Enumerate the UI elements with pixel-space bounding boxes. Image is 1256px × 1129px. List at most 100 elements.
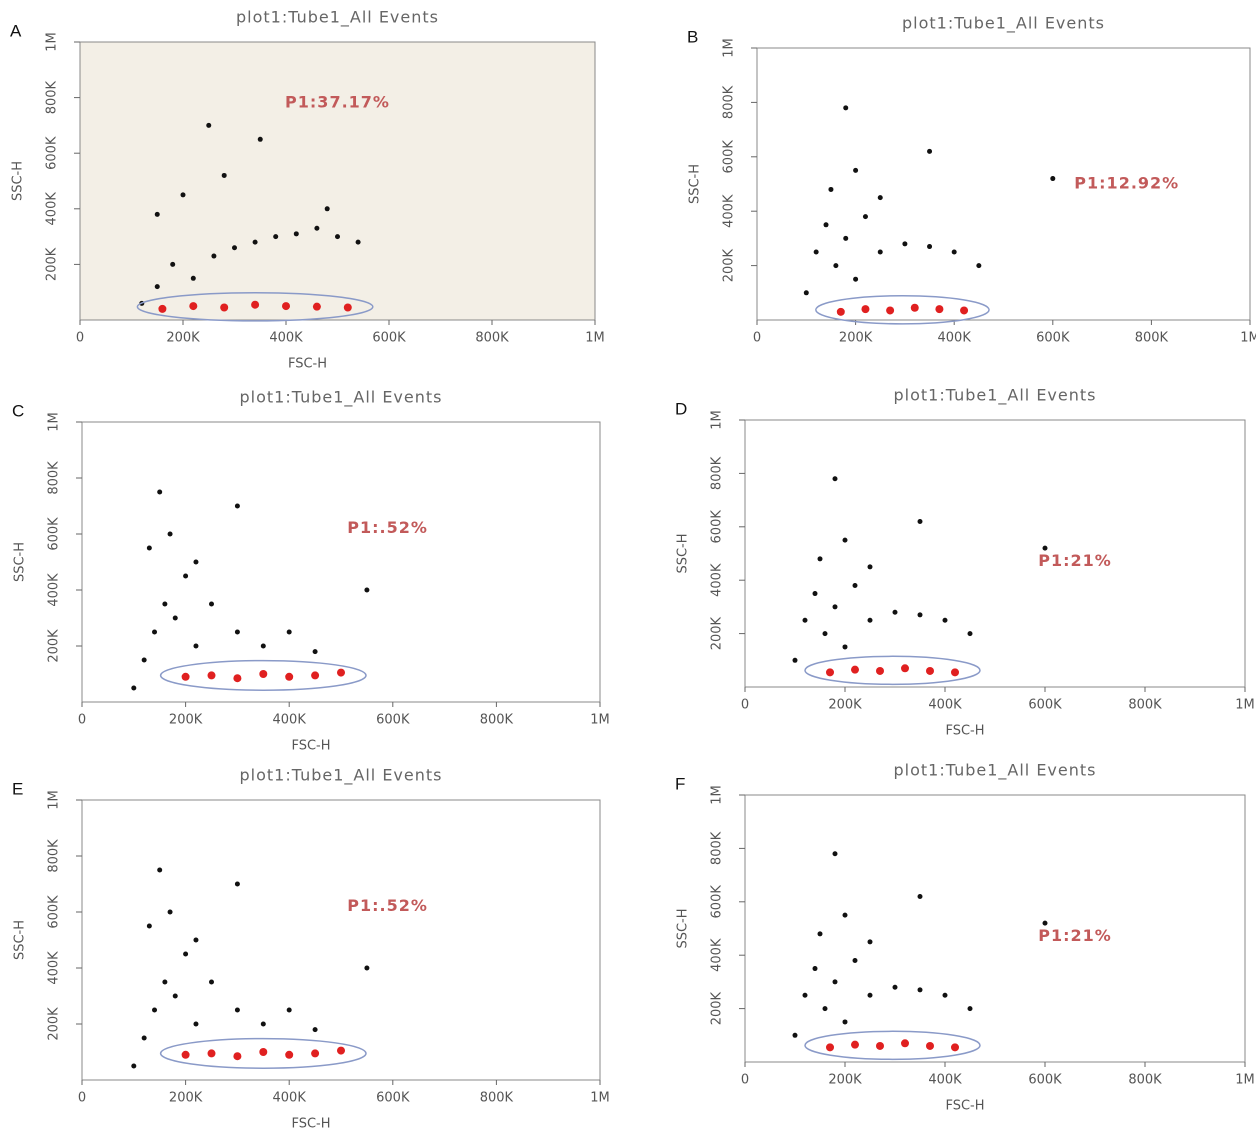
x-axis-label: FSC-H: [291, 739, 330, 754]
annotation: P1:.52%: [347, 518, 428, 537]
x-tick-label: 400K: [938, 331, 972, 346]
point: [355, 239, 361, 245]
x-tick-label: 1M: [590, 1091, 610, 1106]
point: [942, 617, 948, 623]
point: [892, 609, 898, 615]
x-tick-label: 800K: [480, 713, 514, 728]
x-tick-label: 0: [78, 1091, 86, 1106]
point: [189, 302, 198, 311]
point: [154, 211, 160, 217]
point: [335, 234, 340, 240]
point: [867, 564, 873, 570]
y-tick-label: 1M: [710, 410, 725, 430]
y-axis-label: SSC-H: [13, 920, 28, 960]
annotation: P1:12.92%: [1074, 174, 1179, 193]
point: [206, 122, 212, 128]
point: [832, 979, 838, 985]
y-tick-label: 600K: [722, 140, 737, 174]
y-tick-label: 800K: [47, 839, 62, 873]
point: [822, 631, 828, 637]
y-tick-label: 400K: [710, 938, 725, 972]
point: [183, 573, 189, 579]
point: [152, 1007, 158, 1013]
point: [314, 225, 320, 231]
point: [285, 672, 294, 681]
point: [234, 881, 240, 887]
point: [951, 668, 959, 677]
point: [817, 931, 823, 937]
x-tick-label: 800K: [1128, 1073, 1162, 1088]
chart-title: plot1:Tube1_All Events: [894, 386, 1097, 406]
panel-label: F: [675, 774, 685, 793]
point: [364, 965, 370, 971]
y-tick-label: 800K: [710, 456, 725, 490]
y-tick-label: 400K: [47, 573, 62, 607]
point: [892, 984, 898, 990]
gate: [159, 1037, 367, 1069]
point: [886, 306, 895, 315]
x-tick-label: 400K: [273, 713, 307, 728]
panel-label: E: [12, 779, 23, 798]
point: [976, 263, 982, 269]
point: [146, 545, 152, 551]
point: [364, 587, 370, 593]
point: [832, 476, 838, 482]
point: [828, 186, 834, 192]
point: [170, 261, 176, 267]
y-tick-label: 200K: [47, 629, 62, 663]
point: [172, 993, 178, 999]
y-tick-label: 1M: [710, 785, 725, 805]
y-axis-label: SSC-H: [13, 542, 28, 582]
point: [867, 992, 873, 998]
point: [842, 1019, 848, 1025]
plot-area: [79, 41, 596, 321]
point: [233, 1052, 242, 1061]
x-tick-label: 200K: [169, 713, 203, 728]
point: [861, 305, 870, 314]
y-tick-label: 400K: [45, 192, 60, 226]
plot-area: [756, 47, 1251, 321]
point: [823, 222, 829, 228]
point: [812, 591, 818, 597]
point: [813, 249, 819, 255]
plot-area: [81, 799, 601, 1081]
x-axis-label: FSC-H: [288, 357, 327, 372]
chart-title: plot1:Tube1_All Events: [236, 8, 439, 28]
point: [852, 583, 858, 589]
y-tick-label: 400K: [710, 563, 725, 597]
point: [343, 303, 352, 312]
point: [234, 1007, 240, 1013]
point: [286, 629, 292, 635]
point: [233, 674, 242, 683]
point: [260, 1021, 266, 1027]
point: [154, 284, 160, 290]
gate: [136, 291, 374, 322]
point: [152, 629, 158, 635]
point: [832, 604, 838, 610]
point: [131, 1063, 137, 1069]
point: [832, 851, 838, 857]
point: [1050, 176, 1056, 182]
point: [337, 668, 345, 677]
point: [902, 241, 908, 247]
annotation: P1:21%: [1038, 926, 1112, 945]
x-tick-label: 400K: [273, 1091, 307, 1106]
point: [812, 966, 818, 972]
point: [826, 1043, 834, 1052]
point: [877, 195, 883, 201]
point: [337, 1046, 345, 1055]
point: [181, 672, 190, 681]
point: [158, 304, 167, 313]
x-tick-label: 800K: [1135, 331, 1169, 346]
point: [221, 172, 227, 178]
y-tick-label: 200K: [722, 248, 737, 282]
point: [836, 307, 845, 316]
y-tick-label: 800K: [45, 80, 60, 114]
point: [141, 657, 147, 663]
point: [1042, 920, 1048, 926]
gate: [804, 655, 981, 686]
